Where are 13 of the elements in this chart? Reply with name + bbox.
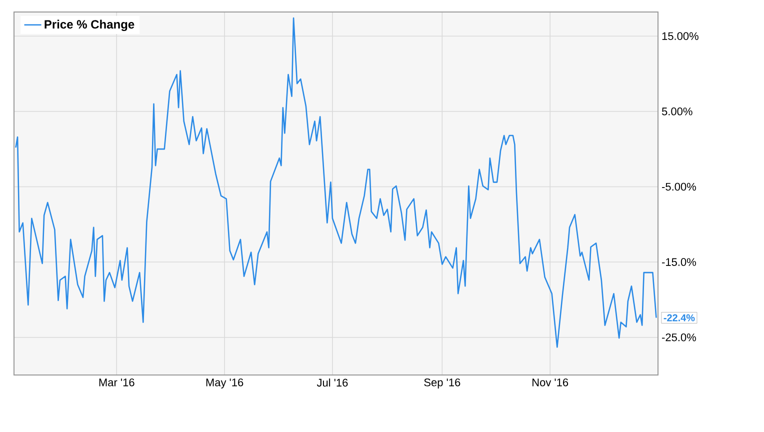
y-tick-label: -25.0% [662, 333, 696, 342]
y-tick-label: -5.00% [662, 182, 696, 191]
x-tick-label: May '16 [206, 378, 244, 388]
x-tick-label: Sep '16 [424, 378, 460, 388]
y-tick-label: -15.0% [662, 258, 696, 266]
x-tick-label: Mar '16 [99, 378, 134, 386]
annotation: -22.4% [664, 314, 695, 322]
x-tick-label: Jul '16 [316, 378, 348, 387]
legend-label: Price % Change [44, 20, 134, 32]
y-tick-label: 5.00% [662, 108, 692, 116]
line-series [15, 17, 657, 348]
x-tick-label: Nov '16 [532, 378, 568, 386]
y-tick-label: 15.00% [662, 32, 698, 40]
